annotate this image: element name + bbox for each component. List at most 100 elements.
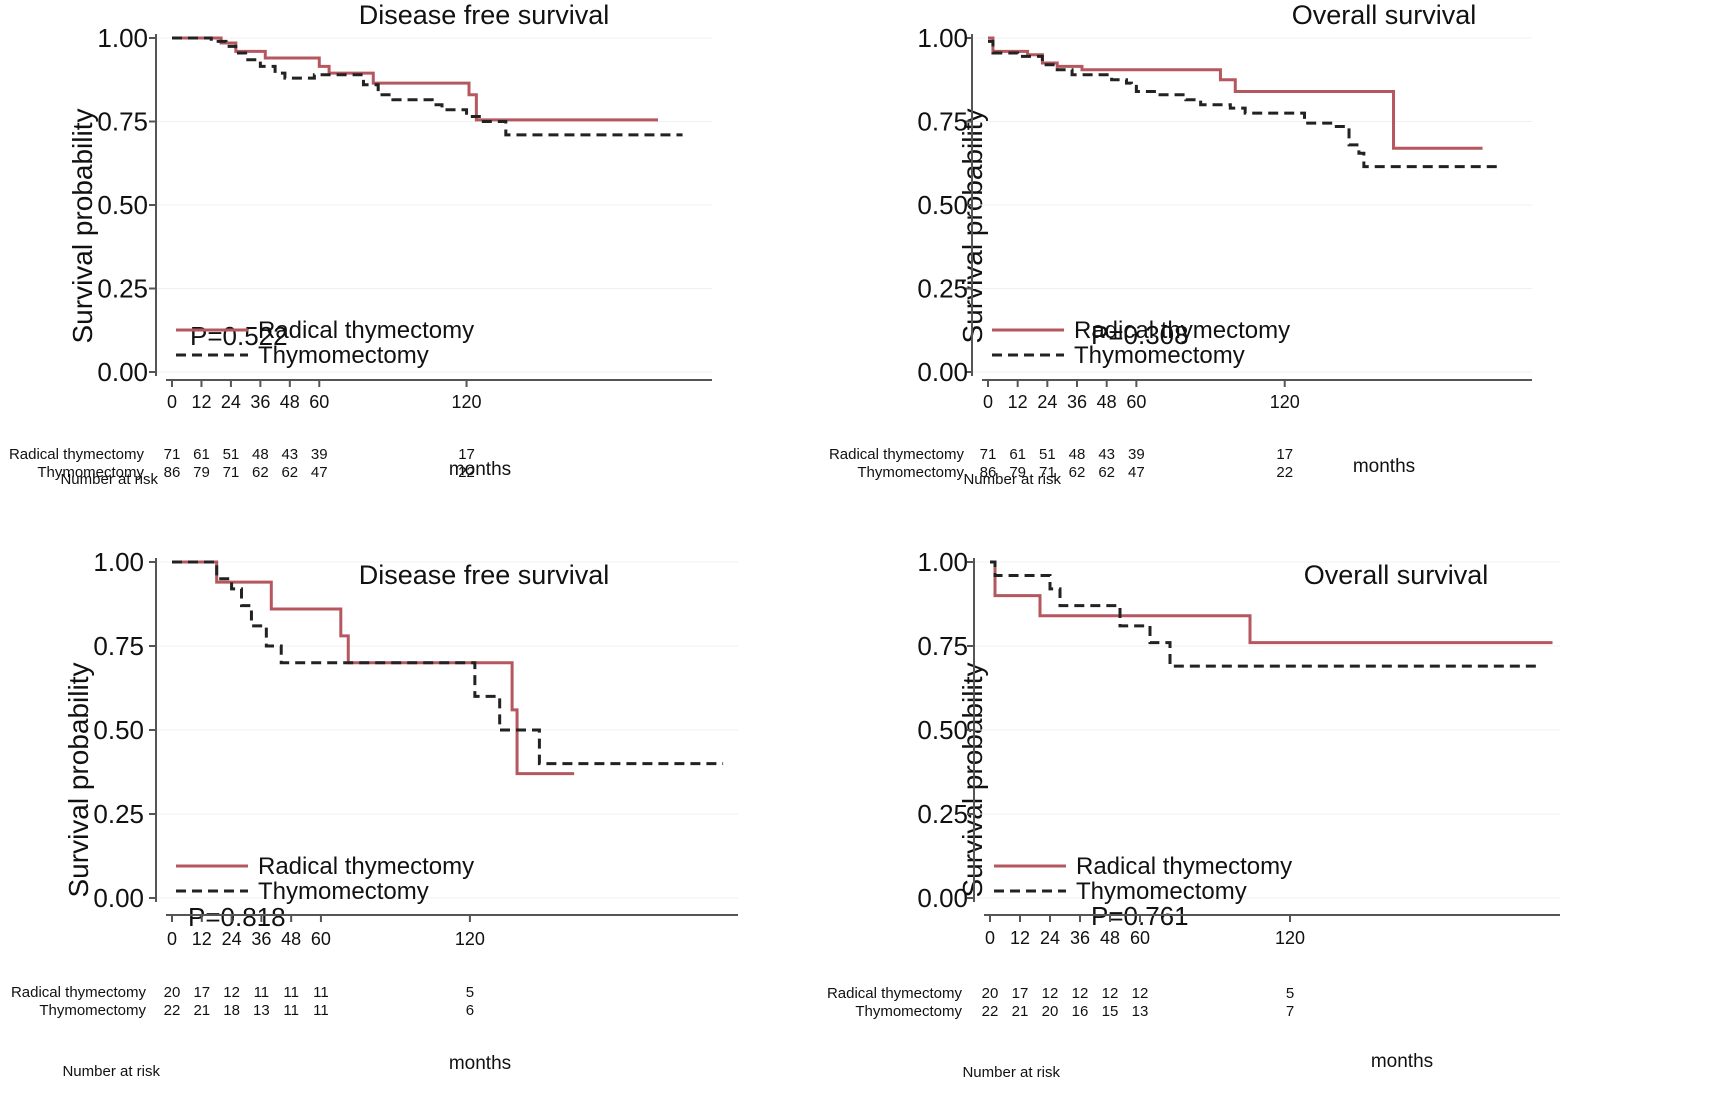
x-tick-label: 60 (1130, 928, 1150, 948)
risk-count: 21 (1012, 1003, 1029, 1020)
risk-count: 11 (313, 984, 329, 1001)
risk-count: 71 (980, 446, 997, 463)
p-value-annotation: P=0.522 (190, 321, 288, 351)
legend-label: Radical thymectomy (1076, 853, 1292, 880)
y-tick-label: 1.00 (93, 547, 144, 577)
chart-panel-dfs-bottom: Disease free survival Survival probabili… (0, 547, 860, 1120)
x-tick-label: 48 (281, 929, 301, 949)
risk-count: 20 (164, 984, 181, 1001)
risk-count: 5 (1286, 985, 1294, 1002)
risk-count: 51 (223, 446, 240, 463)
risk-row-label: Radical thymectomy (827, 985, 963, 1002)
risk-count: 47 (311, 464, 328, 481)
risk-count: 22 (982, 1003, 999, 1020)
legend-label: Radical thymectomy (258, 853, 474, 880)
risk-table-header: Number at risk (962, 1064, 1060, 1081)
risk-count: 11 (313, 1002, 329, 1019)
risk-count: 86 (164, 464, 181, 481)
x-axis-label: months (1371, 1051, 1433, 1072)
risk-count: 11 (283, 1002, 299, 1019)
y-tick-label: 0.00 (917, 883, 968, 913)
risk-count: 48 (252, 446, 269, 463)
risk-row-label: Thymomectomy (857, 464, 964, 481)
y-tick-label: 0.00 (97, 357, 148, 387)
risk-count: 20 (982, 985, 999, 1002)
series-line-radical-thymectomy (990, 560, 1553, 645)
risk-count: 11 (283, 984, 299, 1001)
x-tick-label: 24 (221, 392, 241, 412)
x-tick-label: 60 (1126, 392, 1146, 412)
legend-label: Thymomectomy (1074, 342, 1245, 369)
risk-count: 61 (193, 446, 210, 463)
x-tick-label: 36 (250, 392, 270, 412)
chart-svg: Disease free survival Survival probabili… (11, 547, 738, 1080)
y-tick-label: 0.25 (917, 274, 968, 304)
chart-svg: Disease free survival Survival probabili… (9, 0, 712, 488)
series-line-radical-thymectomy (988, 36, 1483, 150)
risk-count: 5 (466, 984, 474, 1001)
chart-title: Overall survival (1292, 0, 1477, 30)
y-tick-label: 1.00 (917, 23, 968, 53)
chart-panel-dfs-top: Disease free survival Survival probabili… (0, 0, 860, 560)
x-tick-label: 12 (191, 392, 211, 412)
p-value-annotation: P=0.818 (188, 902, 286, 932)
x-tick-label: 24 (222, 929, 242, 949)
y-tick-label: 0.75 (93, 631, 144, 661)
risk-count: 16 (1072, 1003, 1089, 1020)
x-tick-label: 36 (251, 929, 271, 949)
risk-count: 39 (1128, 446, 1145, 463)
y-axis-label: Survival probability (957, 663, 988, 898)
risk-count: 18 (223, 1002, 240, 1019)
chart-svg: Overall survival Survival probability mo… (829, 0, 1532, 488)
y-tick-label: 0.25 (917, 799, 968, 829)
risk-row-label: Radical thymectomy (829, 446, 965, 463)
risk-table-header: Number at risk (963, 471, 1061, 488)
x-tick-label: 12 (1010, 928, 1030, 948)
y-tick-label: 0.50 (97, 190, 148, 220)
legend-label: Radical thymectomy (258, 317, 474, 344)
risk-count: 11 (254, 984, 270, 1001)
y-tick-label: 0.75 (917, 631, 968, 661)
risk-count: 17 (193, 984, 210, 1001)
x-tick-label: 60 (311, 929, 331, 949)
risk-count: 79 (193, 464, 210, 481)
x-tick-label: 36 (1070, 928, 1090, 948)
chart-title: Disease free survival (359, 560, 610, 590)
risk-count: 61 (1009, 446, 1026, 463)
series-line-thymomectomy (172, 36, 683, 137)
risk-count: 12 (1072, 985, 1089, 1002)
series-line-thymomectomy (988, 39, 1503, 169)
risk-row-label: Thymomectomy (39, 1002, 146, 1019)
risk-count: 13 (1132, 1003, 1149, 1020)
risk-count: 21 (193, 1002, 210, 1019)
y-axis-label: Survival probability (67, 109, 98, 344)
risk-count: 71 (1039, 464, 1056, 481)
risk-table-header: Number at risk (60, 471, 158, 488)
y-tick-label: 0.75 (917, 107, 968, 137)
y-tick-label: 0.25 (97, 274, 148, 304)
y-tick-label: 0.00 (93, 883, 144, 913)
x-tick-label: 24 (1037, 392, 1057, 412)
risk-count: 17 (458, 446, 475, 463)
risk-count: 79 (1009, 464, 1026, 481)
risk-count: 6 (466, 1002, 474, 1019)
x-tick-label: 60 (309, 392, 329, 412)
risk-count: 13 (253, 1002, 270, 1019)
legend-label: Radical thymectomy (1074, 317, 1290, 344)
risk-count: 71 (164, 446, 181, 463)
y-tick-label: 0.00 (917, 357, 968, 387)
y-tick-label: 0.75 (97, 107, 148, 137)
x-axis-label: months (1353, 456, 1415, 477)
legend-label: Thymomectomy (1076, 878, 1247, 905)
x-tick-label: 0 (167, 929, 177, 949)
y-tick-label: 1.00 (917, 547, 968, 577)
risk-count: 86 (980, 464, 997, 481)
x-tick-label: 0 (985, 928, 995, 948)
legend-label: Thymomectomy (258, 342, 429, 369)
x-tick-label: 0 (167, 392, 177, 412)
risk-row-label: Radical thymectomy (11, 984, 147, 1001)
risk-count: 48 (1069, 446, 1086, 463)
p-value-annotation: P=0.308 (1091, 320, 1189, 350)
risk-count: 51 (1039, 446, 1056, 463)
series-line-thymomectomy (990, 560, 1540, 668)
